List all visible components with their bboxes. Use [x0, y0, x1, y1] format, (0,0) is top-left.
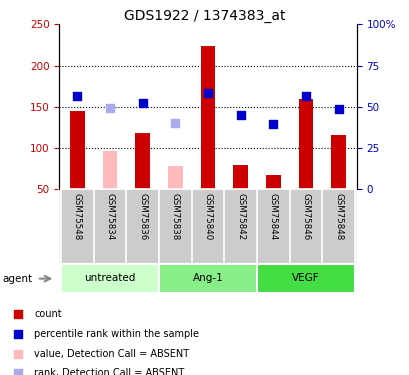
Bar	[168, 166, 182, 189]
Bar	[159, 264, 256, 292]
Point	[74, 93, 81, 99]
Text: GSM75834: GSM75834	[106, 193, 114, 240]
Text: GDS1922 / 1374383_at: GDS1922 / 1374383_at	[124, 9, 285, 23]
Bar	[70, 111, 85, 189]
Bar	[256, 264, 354, 292]
Bar	[61, 264, 159, 292]
Text: rank, Detection Call = ABSENT: rank, Detection Call = ABSENT	[34, 368, 184, 375]
Point	[335, 105, 341, 111]
Bar	[265, 174, 280, 189]
Point	[139, 100, 146, 106]
Text: GSM75548: GSM75548	[73, 193, 82, 240]
Bar	[103, 152, 117, 189]
Text: GSM75840: GSM75840	[203, 193, 212, 240]
Text: count: count	[34, 309, 62, 319]
Bar	[298, 99, 312, 189]
Point	[172, 120, 178, 126]
Text: GSM75844: GSM75844	[268, 193, 277, 240]
Point	[297, 140, 303, 146]
Text: untreated: untreated	[84, 273, 135, 284]
Point	[302, 93, 309, 99]
Text: GSM75838: GSM75838	[171, 193, 180, 240]
Text: agent: agent	[2, 274, 32, 284]
Text: GSM75848: GSM75848	[333, 193, 342, 240]
Text: VEGF: VEGF	[292, 273, 319, 284]
Text: Ang-1: Ang-1	[192, 273, 223, 284]
Bar	[135, 133, 150, 189]
Point	[270, 121, 276, 127]
Text: percentile rank within the sample: percentile rank within the sample	[34, 329, 199, 339]
Point	[237, 112, 243, 118]
Point	[297, 311, 303, 317]
Text: GSM75842: GSM75842	[236, 193, 245, 240]
Text: GSM75836: GSM75836	[138, 193, 147, 240]
Point	[106, 105, 113, 111]
Bar	[233, 165, 247, 189]
Text: value, Detection Call = ABSENT: value, Detection Call = ABSENT	[34, 349, 189, 359]
Point	[204, 90, 211, 96]
Bar	[330, 135, 345, 189]
Bar	[200, 46, 215, 189]
Text: GSM75846: GSM75846	[301, 193, 310, 240]
